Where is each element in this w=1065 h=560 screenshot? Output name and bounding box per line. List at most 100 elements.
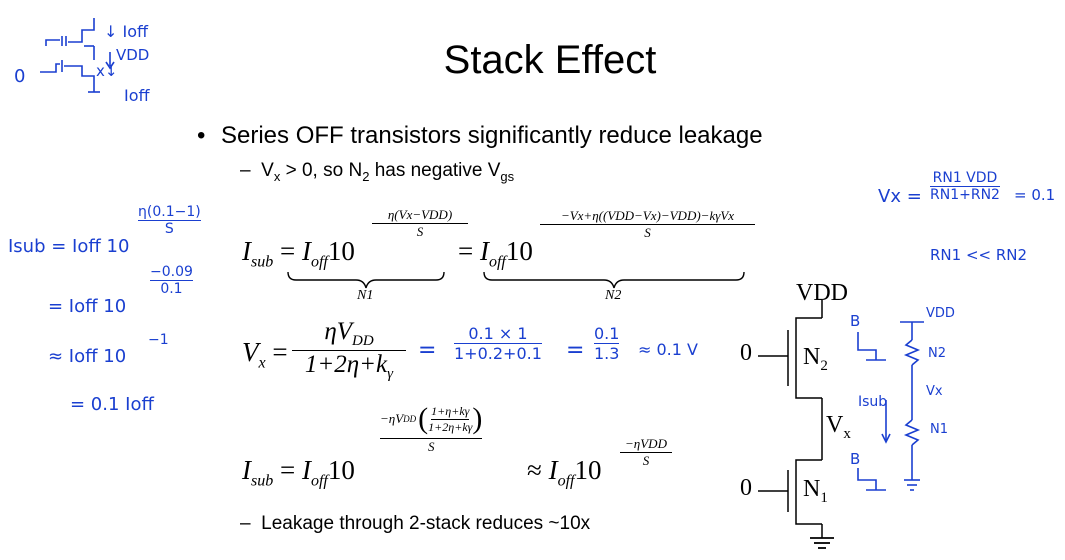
- text: DD: [352, 333, 374, 349]
- isub3-equation: ≈ Ioff10: [527, 455, 601, 490]
- text: V: [826, 412, 844, 438]
- text: 1+0.2+0.1: [454, 344, 542, 363]
- n1-label: N1: [803, 476, 828, 507]
- isub2-exp: −ηV DD ( 1+η+kγ 1+2η+kγ ) S: [380, 402, 483, 454]
- vx-fraction: ηVDD 1+2η+kγ: [292, 318, 406, 383]
- text: x: [258, 354, 266, 372]
- sub-bullet-leakage: – Leakage through 2-stack reduces ~10x: [240, 513, 590, 535]
- dash: –: [240, 513, 251, 534]
- text: S: [427, 439, 435, 454]
- text: 10: [327, 236, 355, 266]
- hw-vx-result: ≈ 0.1 V: [638, 340, 698, 359]
- text: S: [164, 221, 174, 237]
- text: I: [301, 455, 311, 485]
- bullet-dot: •: [197, 122, 206, 149]
- text: 1: [820, 489, 828, 506]
- text: 2: [820, 357, 828, 374]
- text: V: [261, 160, 274, 181]
- text: > 0, so N: [280, 160, 363, 181]
- hw-b-top: B: [850, 312, 861, 330]
- text: γ: [387, 366, 394, 382]
- text: S: [644, 225, 651, 240]
- text: =: [279, 455, 296, 485]
- hw-tr-vx: Vx =: [878, 186, 922, 207]
- hw-isub-line2: = Ioff 10: [48, 296, 127, 317]
- text: I: [242, 455, 251, 485]
- hw-isub-line4: = 0.1 Ioff: [70, 394, 154, 415]
- hw-vdd: VDD: [116, 46, 150, 64]
- hw-r-vdd: VDD: [926, 306, 955, 321]
- text: 0.1: [160, 281, 183, 297]
- hw-isub-arrow-label: Isub: [858, 394, 888, 410]
- hw-vx-eq2: =: [566, 338, 585, 363]
- leakage-text: Leakage through 2-stack reduces ~10x: [261, 513, 591, 534]
- text: sub: [251, 253, 274, 271]
- isub2-equation: Isub = Ioff10: [242, 455, 355, 490]
- text: off: [310, 253, 328, 271]
- isub3-exp: −ηVDD S: [620, 436, 672, 469]
- text: −ηV: [380, 411, 404, 426]
- hw-tr-result: = 0.1: [1014, 186, 1056, 204]
- text: 10: [505, 236, 533, 266]
- text: RN1+RN2: [930, 187, 1000, 203]
- text: 10: [327, 455, 355, 485]
- text: N: [803, 344, 821, 370]
- text: −ηVDD: [620, 436, 672, 453]
- text: I: [242, 236, 251, 266]
- hw-isub-exp1: η(0.1−1) S: [138, 204, 201, 237]
- text: =: [279, 236, 296, 266]
- text: −0.09: [150, 264, 193, 281]
- text: ηV: [324, 318, 352, 345]
- text: x: [273, 168, 281, 184]
- hw-r-vx: Vx: [926, 384, 943, 399]
- dash: –: [240, 160, 251, 181]
- hw-ioff-bottom: Ioff: [124, 86, 150, 105]
- text: gs: [500, 168, 515, 184]
- text: 2: [362, 168, 370, 184]
- text: off: [488, 253, 506, 271]
- n2-channel: [795, 317, 822, 399]
- hw-vx-frac2: 0.1 1.3: [594, 324, 620, 363]
- text: ≈: [527, 455, 542, 485]
- text: DD: [403, 414, 417, 424]
- bullet-main: • Series OFF transistors significantly re…: [197, 122, 763, 150]
- vdd-label: VDD: [796, 280, 848, 306]
- hw-vx-eq1: =: [418, 338, 437, 363]
- hw-x: x↓: [96, 62, 118, 80]
- text: S: [416, 224, 424, 239]
- hw-zero: 0: [14, 66, 26, 87]
- sub-bullet-vx: – Vx > 0, so N2 has negative Vgs: [240, 160, 514, 184]
- text: 1+η+kγ: [431, 403, 470, 420]
- text: η(0.1−1): [138, 204, 201, 221]
- ground-icon: [810, 537, 834, 549]
- hw-isub-exp3: −1: [148, 332, 169, 348]
- text: RN1 VDD: [930, 170, 1000, 187]
- text: I: [301, 236, 311, 266]
- hw-tr-frac: RN1 VDD RN1+RN2: [930, 170, 1000, 203]
- hw-r-n1: N1: [930, 422, 948, 437]
- hw-vx-frac1: 0.1 × 1 1+0.2+0.1: [454, 324, 542, 363]
- text: off: [557, 472, 575, 490]
- text: =: [272, 337, 288, 367]
- handdrawn-stack-sketch: [40, 18, 115, 93]
- hw-tr-cond: RN1 << RN2: [930, 246, 1028, 264]
- text: has negative V: [369, 160, 501, 181]
- text: 1.3: [594, 344, 620, 363]
- text: 0.1: [594, 324, 620, 344]
- brace-n1: [287, 271, 445, 289]
- text: I: [479, 236, 489, 266]
- text: =: [458, 236, 474, 266]
- text: I: [548, 455, 558, 485]
- brace-n2: [483, 271, 745, 289]
- isub-exp2: −Vx+η((VDD−Vx)−VDD)−kγVx S: [540, 208, 755, 241]
- brace-label-n1: N1: [357, 288, 374, 303]
- text: S: [642, 453, 650, 468]
- text: 0.1 × 1: [454, 324, 542, 344]
- text: x: [843, 425, 851, 442]
- n2-input-label: 0: [740, 340, 752, 366]
- hw-ioff-top: ↓ Ioff: [104, 22, 149, 41]
- hw-isub-line1: Isub = Ioff 10: [8, 236, 130, 257]
- text: η(Vx−VDD): [372, 207, 468, 224]
